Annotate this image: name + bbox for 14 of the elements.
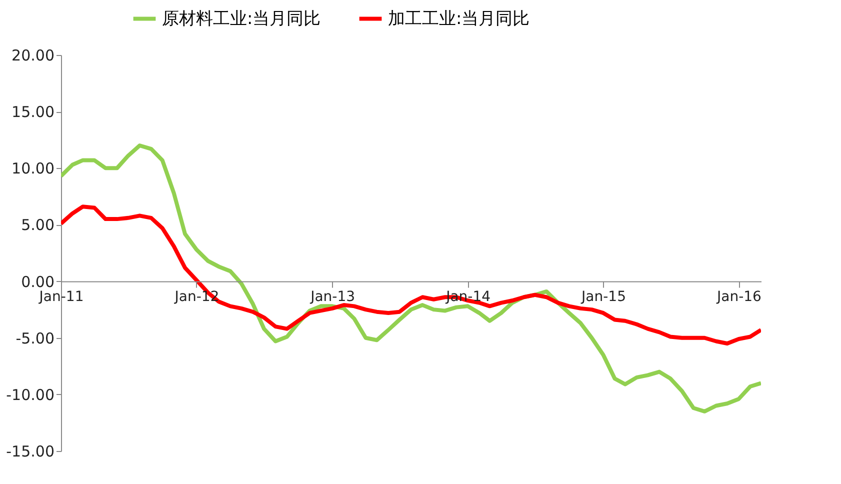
y-tick-label: 15.00 <box>12 103 54 122</box>
x-tick-label: Jan-11 <box>38 288 84 305</box>
x-tick-label: Jan-15 <box>580 288 626 305</box>
y-tick-label: 20.00 <box>12 46 54 64</box>
y-tick-label: 0.00 <box>21 272 54 291</box>
y-tick-label: -10.00 <box>6 386 54 404</box>
y-tick-label: 5.00 <box>21 216 54 234</box>
y-tick-label: -15.00 <box>6 442 54 460</box>
x-tick-label: Jan-16 <box>716 288 762 305</box>
y-tick-label: -5.00 <box>16 329 54 348</box>
x-tick-label: Jan-13 <box>310 288 356 305</box>
y-tick-label: 10.00 <box>12 160 54 178</box>
legend-label: 原材料工业:当月同比 <box>162 8 321 29</box>
legend-label: 加工工业:当月同比 <box>388 8 530 29</box>
